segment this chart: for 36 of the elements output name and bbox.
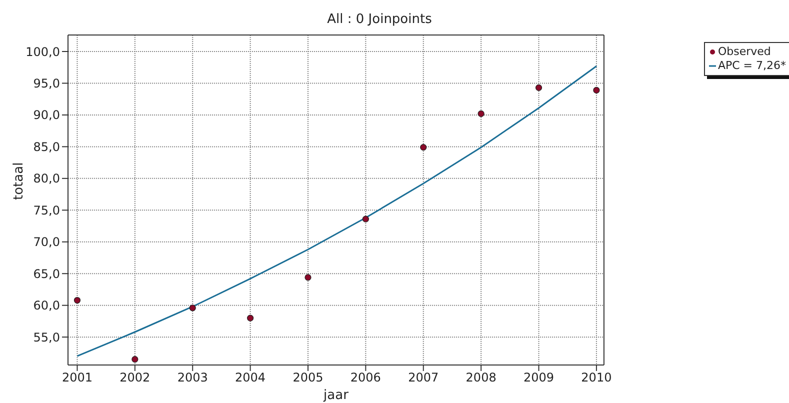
- y-tick-label: 80,0: [33, 172, 60, 186]
- x-tick-label: 2007: [408, 370, 439, 385]
- x-tick-label: 2006: [350, 370, 381, 385]
- y-tick-label: 75,0: [33, 203, 60, 218]
- chart-title: All : 0 Joinpoints: [326, 12, 433, 27]
- x-tick-label: 2003: [177, 370, 208, 385]
- legend-label: Observed: [718, 45, 771, 59]
- x-tick-label: 2002: [120, 370, 150, 385]
- point: [420, 144, 427, 151]
- x-tick-label: 2009: [523, 370, 554, 385]
- point: [304, 274, 312, 281]
- x-tick-label: 2005: [292, 370, 324, 385]
- y-tick-label: 85,0: [33, 140, 60, 154]
- legend-label: APC = 7,26*: [718, 59, 786, 73]
- y-tick-label: 100,0: [26, 44, 60, 59]
- point: [74, 296, 81, 304]
- point: [535, 84, 542, 91]
- point: [478, 110, 484, 117]
- point: [593, 86, 600, 94]
- x-tick-label: 2001: [62, 370, 93, 385]
- y-tick-label: 95,0: [33, 76, 60, 90]
- y-tick-label: 55,0: [33, 330, 60, 344]
- y-tick-label: 90,0: [33, 108, 60, 122]
- x-axis-title: jaar: [322, 388, 350, 403]
- point: [362, 216, 369, 222]
- y-axis-title: totaal: [12, 162, 27, 200]
- point: [132, 356, 138, 363]
- y-tick-label: 70,0: [33, 235, 60, 250]
- y-tick-label: 65,0: [33, 266, 60, 281]
- line-series: [76, 65, 598, 357]
- x-tick-label: 2004: [235, 370, 266, 385]
- x-tick-label: 2008: [466, 370, 496, 385]
- y-tick-label: 60,0: [33, 298, 60, 313]
- x-tick-label: 2010: [581, 370, 612, 385]
- point: [189, 304, 196, 312]
- point: [247, 314, 254, 322]
